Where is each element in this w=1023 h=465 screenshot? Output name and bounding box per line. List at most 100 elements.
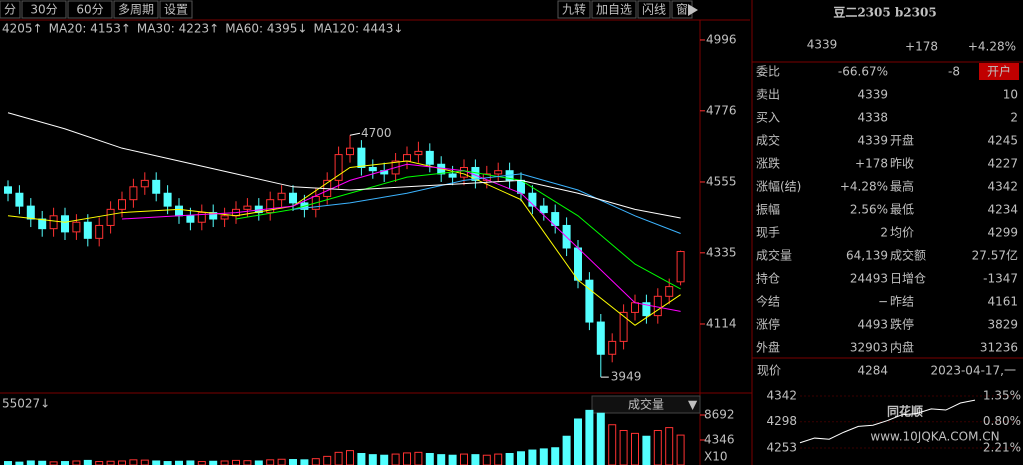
candle-body — [129, 186, 138, 201]
row-label: 跌停 — [890, 317, 914, 332]
volume-bar — [163, 461, 172, 465]
volume-bar — [232, 459, 240, 465]
volume-bar — [437, 454, 446, 465]
toolbar-label: 九转 — [562, 2, 586, 17]
toolbar-label: 分 — [4, 3, 16, 17]
y-tick-label: 4114 — [706, 316, 737, 330]
candle-body — [152, 179, 161, 194]
toolbar-button[interactable] — [113, 0, 159, 19]
volume-bar — [129, 459, 138, 465]
ma-line — [121, 163, 681, 312]
row-value: 4299 — [987, 226, 1018, 240]
row-label: 最低 — [890, 203, 914, 217]
row-value: 64,139 — [846, 249, 888, 263]
row-label: 卖出 — [756, 88, 780, 102]
mini-tick-label: 4342 — [766, 389, 797, 403]
row-label: 均价 — [890, 226, 914, 240]
quote-change: +178 — [905, 40, 938, 54]
open-account-button[interactable] — [979, 63, 1019, 80]
volume-bar — [346, 450, 354, 465]
toolbar-button[interactable] — [159, 0, 193, 19]
volume-bar — [83, 459, 92, 465]
candle-body — [460, 166, 468, 178]
candle-body — [106, 208, 115, 226]
row-value: +178 — [855, 157, 888, 171]
volume-bar — [665, 427, 674, 465]
candle-body — [277, 192, 286, 201]
volume-bar — [403, 452, 411, 465]
volume-selector-label: 成交量 — [628, 397, 664, 412]
exit-icon[interactable] — [688, 4, 698, 16]
volume-bar — [300, 459, 309, 465]
legend-entry: 4205↑ — [2, 22, 43, 36]
row-value: 2 — [1010, 111, 1018, 125]
volume-bar — [517, 451, 525, 465]
candle-body — [585, 279, 594, 323]
candle-body — [49, 215, 58, 230]
row-label: 涨幅(结) — [756, 179, 801, 194]
volume-selector[interactable] — [591, 395, 701, 414]
toolbar-label: 30分 — [30, 3, 57, 17]
volume-bar — [676, 434, 685, 465]
candle-body — [140, 179, 149, 188]
y-tick-label: 4776 — [706, 103, 737, 117]
volume-bar — [471, 454, 480, 465]
volume-bar — [642, 435, 651, 465]
candle-body — [596, 321, 605, 355]
volume-bar — [266, 459, 275, 465]
volume-bar — [254, 460, 263, 465]
volume-bar — [106, 460, 115, 465]
toolbar-button[interactable] — [557, 0, 591, 19]
row-value: 24493 — [850, 272, 888, 286]
volume-bar — [277, 458, 286, 465]
row-value: 4339 — [857, 88, 888, 102]
mini-tick-label: 4253 — [766, 441, 797, 455]
candle-body — [425, 150, 434, 165]
row-value: -8 — [948, 65, 960, 79]
toolbar-label: 加自选 — [596, 3, 632, 17]
candle-body — [209, 212, 218, 220]
row-value: 4493 — [857, 318, 888, 332]
volume-bar — [631, 432, 639, 465]
candle-body — [15, 192, 24, 207]
volume-bar — [334, 451, 343, 465]
candle-body — [163, 192, 172, 207]
row-value: -66.67% — [838, 65, 888, 79]
candle-body — [574, 247, 582, 281]
candle-body — [26, 205, 35, 220]
quote-price: 4339 — [807, 38, 838, 52]
volume-bar — [26, 460, 35, 465]
row-value: 4342 — [987, 180, 1018, 194]
volume-bar — [95, 461, 104, 465]
ma-line — [7, 112, 681, 219]
volume-bar — [118, 460, 126, 465]
volume-bar — [323, 455, 332, 465]
volume-unit: X10 — [704, 450, 728, 464]
high-pointer — [349, 132, 361, 136]
candle-body — [289, 192, 297, 204]
volume-bar — [574, 418, 582, 465]
toolbar-button[interactable] — [591, 0, 637, 19]
candle-body — [357, 147, 366, 168]
toolbar-button[interactable] — [637, 0, 671, 19]
candle-body — [197, 212, 206, 223]
volume-bar — [380, 454, 389, 465]
row-value: 32903 — [850, 341, 888, 355]
high-label: 4700 — [361, 126, 392, 140]
volume-bar — [391, 453, 400, 465]
candle-body — [448, 173, 457, 178]
candle-body — [61, 215, 69, 233]
volume-bar — [596, 412, 605, 465]
toolbar-button[interactable] — [21, 0, 67, 19]
candle-body — [243, 205, 252, 210]
toolbar-button[interactable] — [0, 0, 21, 19]
toolbar-button[interactable] — [67, 0, 113, 19]
row-value: 2.56% — [850, 203, 888, 217]
row-label: 最高 — [890, 179, 914, 194]
candle-body — [186, 215, 195, 223]
quote-change-pct: +4.28% — [968, 40, 1016, 54]
candle-body — [608, 340, 617, 355]
row-value: 4245 — [987, 134, 1018, 148]
candle-body — [539, 205, 548, 214]
